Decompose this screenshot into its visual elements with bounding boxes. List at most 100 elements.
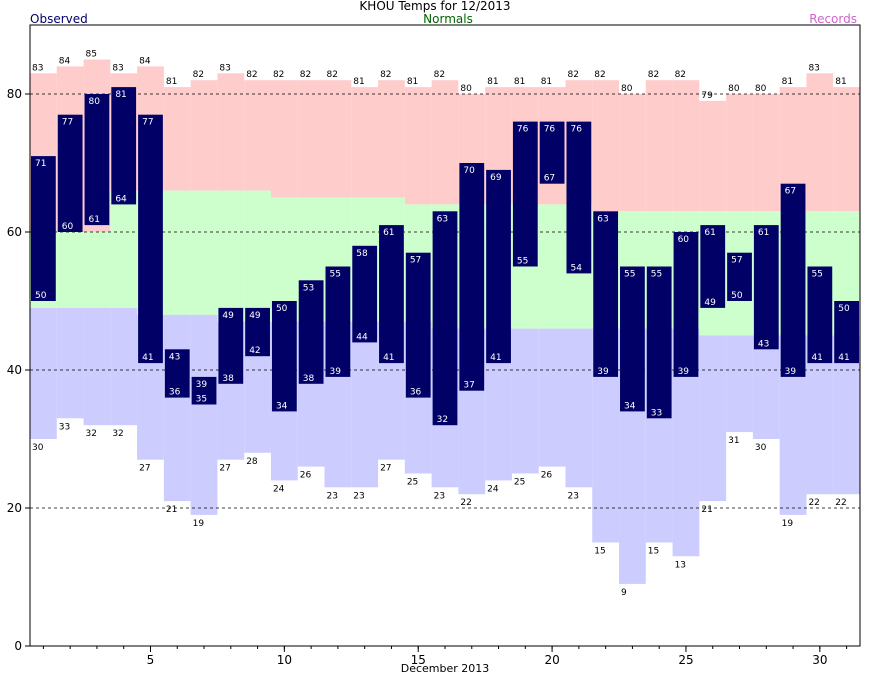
record-high-label: 81 [514,77,525,87]
observed-low-label: 32 [437,415,448,425]
observed-high-label: 81 [115,90,126,100]
observed-high-label: 43 [169,352,180,362]
record-high-label: 80 [755,84,767,94]
observed-high-label: 71 [35,159,46,169]
record-high-label: 81 [487,77,498,87]
record-high-band [699,100,727,212]
observed-high-label: 55 [330,270,341,280]
record-high-label: 81 [782,77,793,87]
observed-low-label: 36 [410,388,422,398]
observed-low-label: 34 [276,401,288,411]
observed-bar [620,266,645,412]
record-high-band [672,80,700,212]
observed-low-label: 34 [624,401,636,411]
record-low-label: 13 [675,560,686,570]
record-high-band [163,87,191,191]
observed-high-label: 58 [356,249,368,259]
observed-high-label: 80 [89,97,101,107]
observed-high-label: 63 [597,214,608,224]
record-high-label: 82 [675,70,686,80]
record-low-label: 27 [139,464,150,474]
record-low-band [56,307,84,419]
record-low-label: 24 [487,484,499,494]
observed-low-label: 41 [838,353,849,363]
record-high-label: 80 [728,84,740,94]
record-low-band [110,307,138,426]
observed-bar [84,94,110,226]
observed-low-label: 39 [678,367,690,377]
observed-bar [138,114,163,364]
record-high-band [378,80,405,198]
normal-band [83,232,111,308]
record-low-label: 21 [166,505,177,515]
record-high-band [806,73,834,212]
observed-bar [512,121,538,267]
observed-high-label: 76 [570,125,582,135]
record-high-label: 84 [59,56,71,66]
record-high-label: 80 [621,84,633,94]
normal-band [110,190,138,308]
record-low-label: 22 [835,498,846,508]
observed-bar [111,87,137,205]
observed-high-label: 39 [196,380,208,390]
record-low-band [538,328,566,467]
record-low-label: 22 [460,498,471,508]
observed-high-label: 50 [838,304,850,314]
observed-bar [727,252,752,301]
observed-bar [486,169,511,364]
record-low-label: 33 [59,422,70,432]
record-low-label: 23 [327,491,338,501]
observed-low-label: 39 [597,367,609,377]
legend-observed: Observed [30,12,88,26]
observed-low-label: 50 [35,291,47,301]
normal-band [217,190,245,322]
record-high-band [297,80,325,198]
observed-bar [298,280,324,384]
record-low-band [190,314,218,515]
observed-low-label: 41 [490,353,501,363]
observed-bar [218,307,244,384]
record-high-label: 81 [541,77,552,87]
observed-bar [245,307,270,357]
record-high-label: 81 [407,77,418,87]
observed-bar [352,245,378,343]
record-low-label: 22 [808,498,819,508]
record-high-band [431,80,459,205]
record-high-band [645,80,673,212]
observed-bar [459,163,485,391]
record-high-label: 81 [353,77,364,87]
record-low-band [726,335,753,433]
y-tick-label: 80 [7,87,22,101]
observed-high-label: 55 [624,270,635,280]
observed-bar [325,266,351,377]
normal-band [190,190,218,315]
observed-low-label: 36 [169,388,181,398]
x-tick-label: 5 [147,653,155,667]
observed-bar [834,301,859,364]
record-low-label: 30 [32,443,44,453]
record-low-label: 25 [514,478,525,488]
record-low-label: 27 [380,464,391,474]
observed-bar [566,121,592,274]
observed-low-label: 50 [731,291,743,301]
observed-low-label: 43 [758,339,769,349]
record-high-band [833,87,860,212]
y-tick-label: 40 [7,363,22,377]
record-high-band [244,80,271,191]
observed-high-label: 61 [704,228,715,238]
observed-high-label: 63 [437,214,448,224]
observed-high-label: 60 [678,235,690,245]
observed-bar [405,252,431,398]
legend-normals: Normals [423,12,473,26]
x-tick-label: 10 [277,653,292,667]
observed-bar [539,121,565,184]
observed-low-label: 54 [570,263,582,273]
record-low-label: 21 [701,505,712,515]
record-low-label: 26 [541,471,553,481]
observed-bar [164,349,190,398]
record-high-band [752,94,780,212]
record-high-band [592,80,620,212]
record-low-band [351,321,379,488]
observed-low-label: 41 [811,353,822,363]
observed-high-label: 67 [785,187,796,197]
